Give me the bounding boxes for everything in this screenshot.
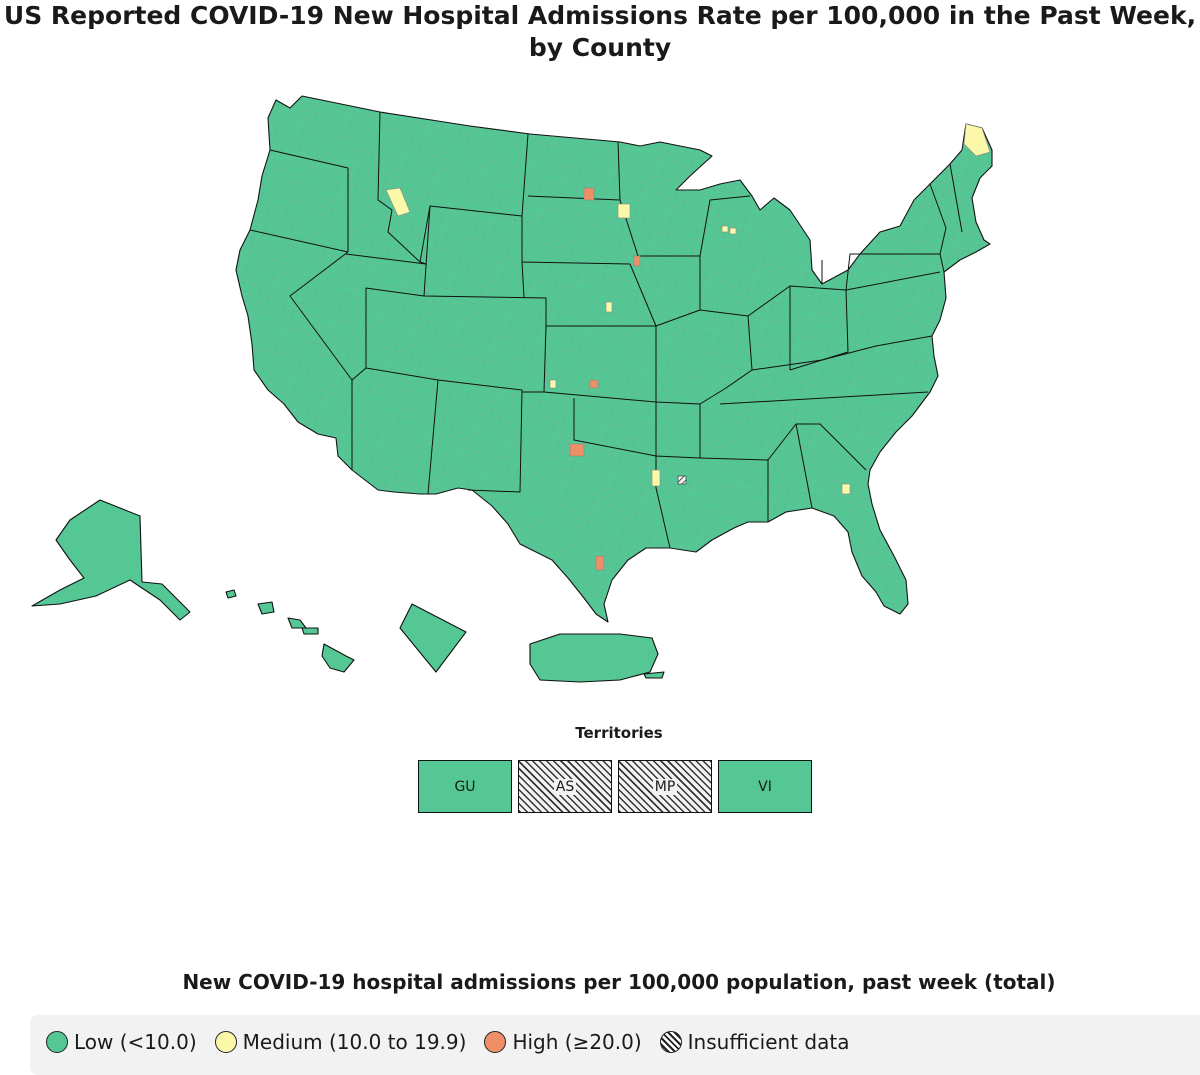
alaska-shape[interactable] <box>31 499 191 621</box>
medium-counties <box>385 123 991 495</box>
territory-gu[interactable]: GU <box>418 760 512 813</box>
legend-label-medium: Medium (10.0 to 19.9) <box>242 1030 467 1054</box>
territory-gu-label: GU <box>454 778 476 795</box>
territory-mp[interactable]: MP <box>618 760 712 813</box>
insufficient-county <box>677 475 687 485</box>
hawaii-shapes[interactable] <box>225 589 355 673</box>
territory-as-label: AS <box>553 778 577 795</box>
legend-items: Low (<10.0) Medium (10.0 to 19.9) High (… <box>46 1030 849 1054</box>
high-counties <box>569 187 641 571</box>
territory-as[interactable]: AS <box>518 760 612 813</box>
legend-item-high[interactable]: High (≥20.0) <box>484 1030 642 1054</box>
legend-label-low: Low (<10.0) <box>74 1030 197 1054</box>
map-title-line1: US Reported COVID-19 New Hospital Admiss… <box>3 1 1197 30</box>
legend-label-high: High (≥20.0) <box>512 1030 642 1054</box>
medium-swatch-icon <box>214 1031 237 1053</box>
legend-item-insufficient[interactable]: Insufficient data <box>659 1030 850 1054</box>
us-county-map[interactable] <box>0 80 1200 700</box>
territory-vi[interactable]: VI <box>718 760 812 813</box>
legend-item-medium[interactable]: Medium (10.0 to 19.9) <box>214 1030 467 1054</box>
state-borders <box>249 111 963 549</box>
low-swatch-icon <box>46 1031 68 1053</box>
legend-item-low[interactable]: Low (<10.0) <box>46 1030 197 1054</box>
inset-district-shape[interactable] <box>399 603 467 673</box>
territory-mp-label: MP <box>652 778 678 795</box>
legend-title: New COVID-19 hospital admissions per 100… <box>182 970 1056 994</box>
hatch-swatch-icon <box>659 1031 682 1053</box>
puerto-rico-shape[interactable] <box>529 633 659 683</box>
territories-row: GU AS MP VI <box>418 760 812 813</box>
vieques-shape[interactable] <box>643 671 665 679</box>
map-title-line2: by County <box>528 33 672 62</box>
map-title: US Reported COVID-19 New Hospital Admiss… <box>0 0 1200 64</box>
territories-heading: Territories <box>575 724 663 742</box>
legend-label-insufficient: Insufficient data <box>687 1030 850 1054</box>
county-grid-overlay <box>236 96 992 622</box>
high-swatch-icon <box>484 1031 507 1053</box>
territory-vi-label: VI <box>758 778 772 795</box>
states-layer <box>31 95 993 683</box>
